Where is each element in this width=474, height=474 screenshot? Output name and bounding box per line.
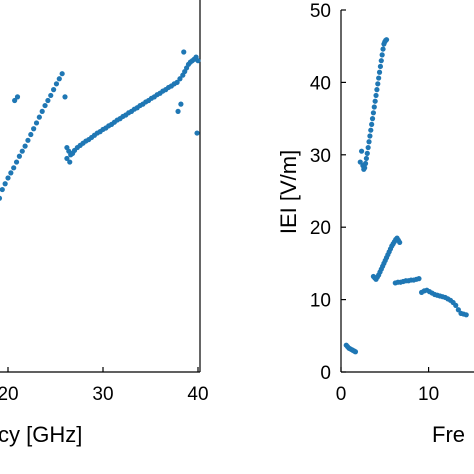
left-data-point bbox=[25, 137, 31, 143]
right-data-point bbox=[369, 116, 376, 122]
left-data-point bbox=[19, 148, 25, 154]
right-data-point bbox=[362, 165, 368, 171]
right-data-point bbox=[371, 104, 377, 110]
right-chart-y-axis-title: IEI [V/m] bbox=[276, 150, 301, 234]
right-y-tick-label: 50 bbox=[310, 1, 331, 22]
left-x-tick-label: 30 bbox=[92, 384, 113, 405]
right-data-point bbox=[376, 75, 382, 81]
left-data-point bbox=[178, 101, 184, 107]
right-y-tick-label: 10 bbox=[310, 291, 331, 312]
right-chart: 0 10 20 30 40 50 0 10 IEI [V/m] Fre bbox=[276, 1, 474, 447]
left-data-point bbox=[48, 92, 54, 99]
left-data-point bbox=[64, 155, 70, 162]
left-data-point bbox=[56, 76, 62, 82]
left-data-point bbox=[174, 79, 180, 85]
right-data-point bbox=[370, 110, 377, 116]
left-data-point bbox=[16, 153, 22, 159]
left-x-tick-label: 20 bbox=[0, 384, 19, 405]
right-data-point bbox=[376, 69, 383, 75]
right-data-point bbox=[358, 148, 365, 154]
right-data-point bbox=[455, 307, 461, 313]
right-data-point bbox=[453, 302, 459, 308]
right-x-tick-label: 10 bbox=[418, 384, 439, 405]
left-data-point bbox=[0, 186, 5, 193]
right-data-point bbox=[378, 58, 384, 64]
right-data-point bbox=[369, 121, 375, 127]
left-data-point bbox=[8, 170, 14, 176]
right-y-tick-label: 40 bbox=[310, 73, 331, 94]
right-data-point bbox=[380, 46, 386, 52]
left-data-point bbox=[67, 159, 73, 165]
right-chart-x-axis-title: Fre bbox=[432, 422, 465, 447]
left-data-point bbox=[194, 130, 200, 136]
left-data-point bbox=[31, 126, 37, 132]
right-data-point bbox=[416, 276, 422, 282]
left-data-point bbox=[53, 81, 60, 87]
right-data-point bbox=[397, 239, 403, 246]
right-data-point bbox=[363, 155, 369, 162]
left-data-point bbox=[39, 108, 45, 114]
left-data-point bbox=[0, 195, 3, 201]
right-data-point bbox=[367, 133, 373, 139]
left-data-point bbox=[59, 71, 65, 77]
left-data-point bbox=[181, 49, 187, 55]
right-data-point bbox=[373, 92, 379, 99]
right-data-point bbox=[365, 144, 371, 151]
right-data-point bbox=[383, 37, 390, 43]
right-data-point bbox=[366, 139, 372, 145]
left-data-point bbox=[28, 131, 34, 138]
right-data-point bbox=[357, 159, 363, 165]
left-data-point bbox=[5, 175, 11, 181]
left-data-point bbox=[195, 58, 201, 64]
left-data-point bbox=[51, 87, 57, 93]
left-data-point bbox=[13, 159, 20, 165]
right-data-point bbox=[364, 150, 370, 156]
right-data-point bbox=[375, 81, 381, 87]
right-data-point bbox=[368, 127, 374, 133]
left-data-point bbox=[2, 181, 8, 187]
left-data-point bbox=[33, 120, 40, 126]
left-data-point bbox=[177, 76, 183, 82]
left-data-point bbox=[14, 94, 21, 100]
left-data-point bbox=[11, 165, 17, 171]
right-data-point bbox=[372, 98, 378, 104]
left-chart: 20 30 40 cy [GHz] bbox=[0, 0, 209, 447]
left-data-point bbox=[42, 102, 48, 109]
right-data-point bbox=[362, 160, 369, 167]
left-data-point bbox=[12, 97, 18, 104]
left-chart-x-axis-title: cy [GHz] bbox=[0, 422, 82, 447]
right-data-point bbox=[374, 87, 380, 93]
right-x-tick-label: 0 bbox=[336, 384, 347, 405]
left-data-point bbox=[45, 97, 51, 104]
right-y-tick-label: 20 bbox=[310, 218, 331, 239]
right-data-point bbox=[379, 52, 385, 58]
right-data-point bbox=[377, 63, 384, 70]
left-data-point bbox=[22, 143, 28, 149]
left-data-point bbox=[36, 114, 42, 120]
left-data-point bbox=[62, 94, 68, 100]
right-data-point bbox=[463, 312, 469, 318]
right-y-tick-label: 30 bbox=[310, 146, 331, 167]
left-data-point bbox=[175, 108, 181, 114]
right-y-tick-label: 0 bbox=[320, 363, 331, 384]
right-data-point bbox=[352, 349, 359, 355]
left-x-tick-label: 40 bbox=[187, 384, 208, 405]
